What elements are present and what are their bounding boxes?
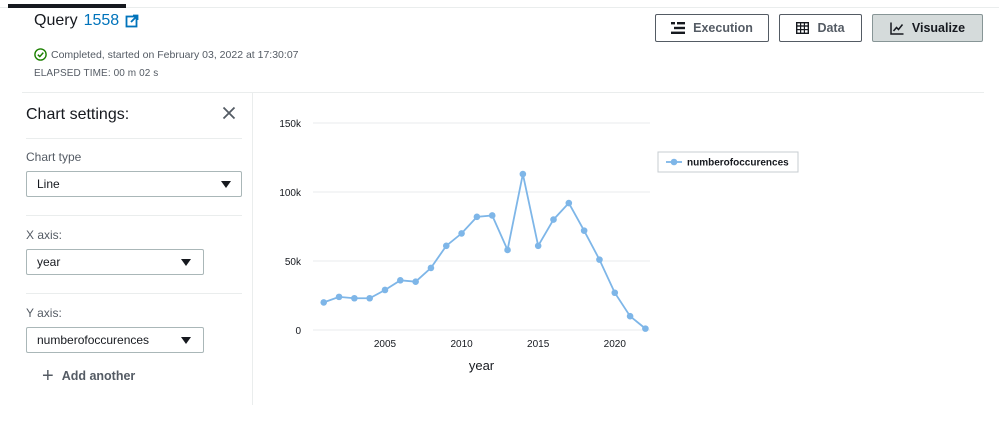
- chevron-down-icon: [181, 259, 191, 266]
- y-tick-label: 150k: [279, 119, 302, 130]
- x-axis-label: X axis:: [26, 228, 63, 242]
- active-tab-indicator: [8, 4, 126, 8]
- chart-series: [320, 170, 649, 332]
- data-point: [642, 325, 649, 332]
- chart-legend: numberofoccurences: [657, 151, 799, 173]
- data-point: [366, 294, 373, 302]
- data-point: [519, 170, 527, 178]
- chart-grid: [313, 122, 650, 331]
- series-line: [323, 173, 646, 330]
- data-point: [626, 312, 634, 320]
- data-point: [580, 227, 588, 234]
- settings-divider: [26, 138, 242, 139]
- chart-type-select[interactable]: Line: [26, 171, 242, 197]
- data-point: [550, 216, 557, 223]
- query-id-link[interactable]: 1558: [83, 12, 120, 29]
- data-point: [412, 278, 419, 285]
- header-divider: [22, 92, 984, 93]
- y-tick-label: 50k: [285, 257, 302, 268]
- line-chart: 0 50k 100k 150k 2005 2010 2015 2020 year numbe…: [279, 119, 799, 373]
- add-another-button[interactable]: + Add another: [42, 366, 135, 386]
- y-axis-value: numberofoccurences: [37, 333, 150, 347]
- data-point: [473, 213, 481, 221]
- execution-icon: [671, 22, 686, 34]
- x-axis-value: year: [37, 255, 61, 269]
- settings-divider: [26, 293, 242, 294]
- data-point: [397, 277, 404, 284]
- close-icon[interactable]: [220, 104, 238, 122]
- query-status: Completed, started on February 03, 2022 …: [34, 48, 299, 61]
- query-label: Query: [34, 12, 78, 29]
- data-point: [427, 264, 435, 272]
- data-point: [596, 256, 603, 263]
- y-tick-label: 100k: [279, 188, 302, 199]
- add-another-label: Add another: [61, 369, 136, 383]
- y-axis-select[interactable]: numberofoccurences: [26, 327, 204, 353]
- line-chart-icon: [890, 22, 904, 35]
- page-title: Query 1558: [34, 12, 139, 30]
- x-tick-label: 2010: [450, 339, 473, 350]
- y-tick-labels: 0 50k 100k 150k: [279, 119, 302, 337]
- data-point: [442, 242, 450, 250]
- chart-type-label: Chart type: [26, 150, 82, 164]
- data-point: [611, 289, 619, 297]
- execution-button[interactable]: Execution: [655, 14, 769, 42]
- chart-settings-title: Chart settings:: [26, 106, 130, 123]
- y-axis-label: Y axis:: [26, 306, 62, 320]
- execution-label: Execution: [693, 21, 753, 35]
- data-label: Data: [817, 21, 845, 35]
- status-text: Completed, started on February 03, 2022 …: [51, 48, 299, 61]
- visualize-button[interactable]: Visualize: [872, 14, 983, 42]
- table-icon: [796, 22, 810, 34]
- x-axis-title: year: [469, 358, 495, 373]
- success-check-icon: [34, 48, 47, 61]
- chevron-down-icon: [181, 337, 191, 344]
- x-axis-select[interactable]: year: [26, 249, 204, 275]
- data-point: [565, 199, 573, 207]
- view-toolbar: Execution Data Visualize: [655, 14, 983, 42]
- legend-label: numberofoccurences: [687, 158, 789, 169]
- external-link-icon[interactable]: [125, 14, 139, 28]
- x-tick-label: 2020: [604, 339, 627, 350]
- chart-type-value: Line: [37, 177, 60, 191]
- query-header: Query 1558: [34, 12, 139, 30]
- panel-divider: [252, 93, 253, 405]
- data-point: [504, 246, 511, 254]
- data-point: [351, 294, 358, 302]
- top-tab-strip: [0, 0, 999, 8]
- x-tick-labels: 2005 2010 2015 2020: [374, 339, 626, 350]
- chevron-down-icon: [221, 181, 231, 188]
- x-tick-label: 2005: [374, 339, 397, 350]
- legend-box: [657, 151, 799, 173]
- visualize-label: Visualize: [911, 21, 966, 35]
- data-point: [488, 212, 496, 219]
- data-point: [381, 286, 389, 294]
- x-tick-label: 2015: [527, 339, 550, 350]
- data-point: [458, 230, 465, 237]
- data-point: [335, 293, 343, 301]
- data-button[interactable]: Data: [779, 14, 862, 42]
- elapsed-time: ELAPSED TIME: 00 m 02 s: [34, 68, 159, 79]
- data-point: [534, 242, 542, 250]
- legend-marker: [670, 158, 678, 166]
- settings-divider: [26, 215, 242, 216]
- data-point: [320, 299, 328, 306]
- plus-icon: +: [42, 365, 54, 387]
- y-tick-label: 0: [295, 326, 301, 337]
